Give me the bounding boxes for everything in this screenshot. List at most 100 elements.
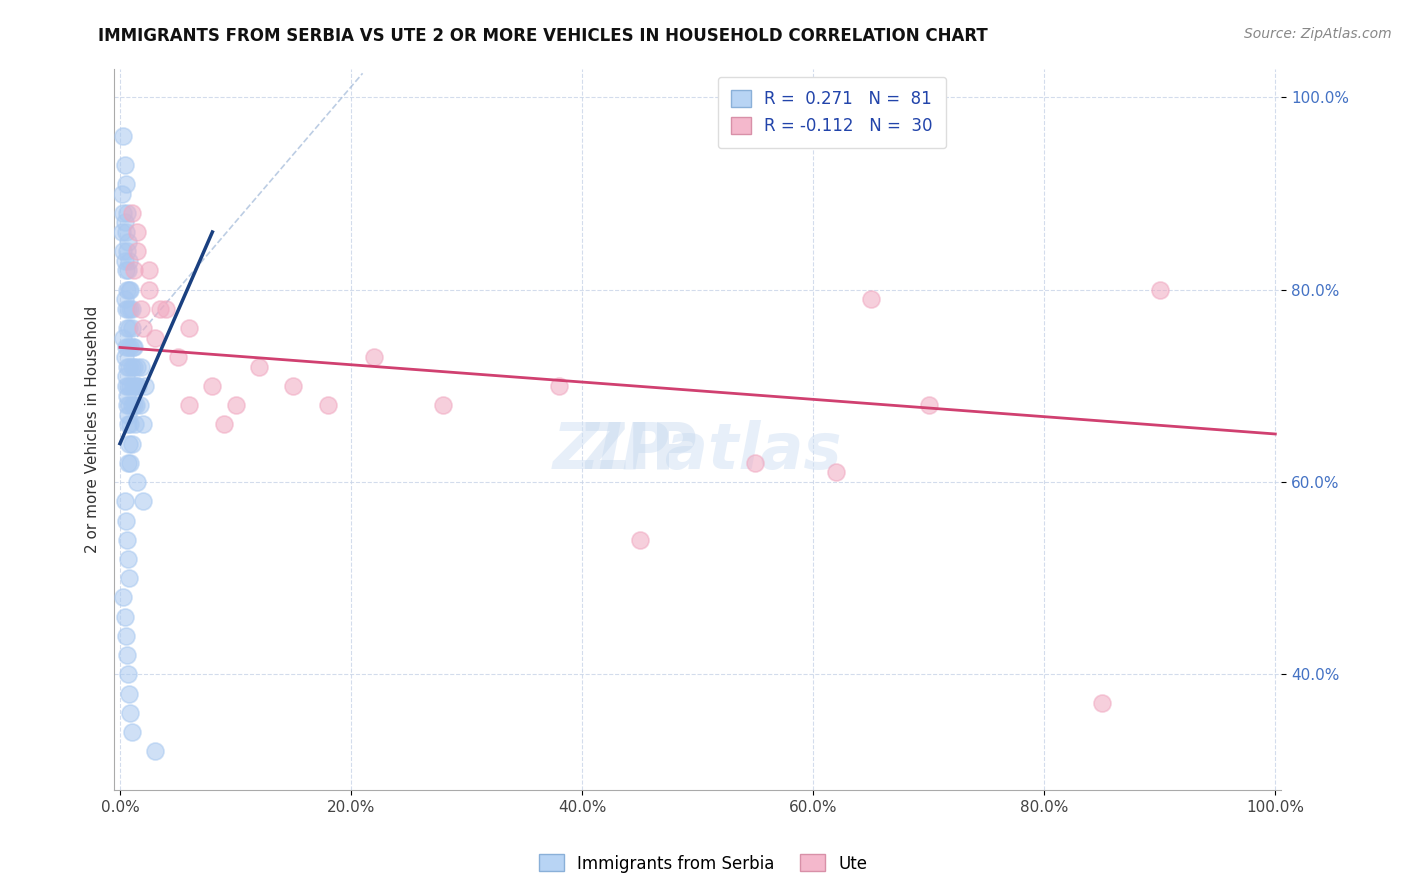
Point xyxy=(115,648,138,663)
Point xyxy=(363,350,385,364)
Point xyxy=(122,340,145,354)
Point xyxy=(122,359,145,374)
Point xyxy=(115,398,138,412)
Point xyxy=(117,417,139,432)
Point xyxy=(112,128,135,143)
Y-axis label: 2 or more Vehicles in Household: 2 or more Vehicles in Household xyxy=(86,306,100,553)
Point xyxy=(247,359,270,374)
Point xyxy=(117,667,139,681)
Point xyxy=(114,350,136,364)
Point xyxy=(121,379,143,393)
Point xyxy=(143,744,166,758)
Point xyxy=(127,379,149,393)
Point xyxy=(1091,696,1114,710)
Point xyxy=(120,379,142,393)
Text: IMMIGRANTS FROM SERBIA VS UTE 2 OR MORE VEHICLES IN HOUSEHOLD CORRELATION CHART: IMMIGRANTS FROM SERBIA VS UTE 2 OR MORE … xyxy=(98,27,988,45)
Point xyxy=(121,340,143,354)
Point xyxy=(118,436,141,450)
Point xyxy=(224,398,246,412)
Point xyxy=(120,417,142,432)
Point xyxy=(121,206,143,220)
Point xyxy=(115,533,138,547)
Point xyxy=(120,456,142,470)
Point xyxy=(114,263,136,277)
Point xyxy=(129,359,152,374)
Point xyxy=(120,340,142,354)
Point xyxy=(117,235,139,249)
Point xyxy=(124,417,146,432)
Point xyxy=(124,379,146,393)
Point xyxy=(149,301,172,316)
Point xyxy=(127,379,149,393)
Point xyxy=(166,350,188,364)
Point xyxy=(118,398,141,412)
Point xyxy=(127,225,149,239)
Point xyxy=(112,591,135,605)
Text: Source: ZipAtlas.com: Source: ZipAtlas.com xyxy=(1244,27,1392,41)
Point xyxy=(134,379,156,393)
Point xyxy=(316,398,339,412)
Point xyxy=(432,398,454,412)
Point xyxy=(115,244,138,259)
Point xyxy=(125,398,148,412)
Point xyxy=(129,301,152,316)
Text: ZIPatlas: ZIPatlas xyxy=(553,420,842,482)
Point xyxy=(111,186,134,201)
Point xyxy=(111,225,134,239)
Point xyxy=(114,609,136,624)
Point xyxy=(114,369,136,384)
Point xyxy=(120,706,142,720)
Point xyxy=(115,206,138,220)
Point xyxy=(179,321,201,335)
Point xyxy=(114,340,136,354)
Point xyxy=(128,398,150,412)
Point xyxy=(118,253,141,268)
Point xyxy=(121,301,143,316)
Point xyxy=(143,331,166,345)
Point xyxy=(115,321,138,335)
Legend: R =  0.271   N =  81, R = -0.112   N =  30: R = 0.271 N = 81, R = -0.112 N = 30 xyxy=(717,77,946,148)
Legend: Immigrants from Serbia, Ute: Immigrants from Serbia, Ute xyxy=(533,847,873,880)
Point xyxy=(132,321,155,335)
Point xyxy=(117,408,139,422)
Point xyxy=(114,215,136,229)
Point xyxy=(118,687,141,701)
Point xyxy=(112,206,135,220)
Point xyxy=(118,359,141,374)
Point xyxy=(118,321,141,335)
Point xyxy=(122,398,145,412)
Point xyxy=(114,629,136,643)
Point xyxy=(114,293,136,307)
Point xyxy=(120,283,142,297)
Point xyxy=(115,283,138,297)
Point xyxy=(155,301,177,316)
Point xyxy=(117,379,139,393)
Point xyxy=(112,244,135,259)
Point xyxy=(179,398,201,412)
Point xyxy=(115,388,138,402)
Point xyxy=(121,321,143,335)
Point xyxy=(117,301,139,316)
Point xyxy=(114,494,136,508)
Point xyxy=(212,417,235,432)
Point xyxy=(114,158,136,172)
Point xyxy=(121,725,143,739)
Point xyxy=(114,177,136,191)
Point xyxy=(114,225,136,239)
Point xyxy=(114,253,136,268)
Point xyxy=(628,533,651,547)
Point xyxy=(114,379,136,393)
Point xyxy=(112,331,135,345)
Point xyxy=(114,514,136,528)
Point xyxy=(744,456,766,470)
Point xyxy=(122,263,145,277)
Point xyxy=(117,263,139,277)
Point xyxy=(548,379,571,393)
Point xyxy=(115,359,138,374)
Point xyxy=(127,359,149,374)
Point xyxy=(127,244,149,259)
Point xyxy=(118,571,141,585)
Point xyxy=(138,263,160,277)
Point xyxy=(918,398,941,412)
Point xyxy=(283,379,305,393)
